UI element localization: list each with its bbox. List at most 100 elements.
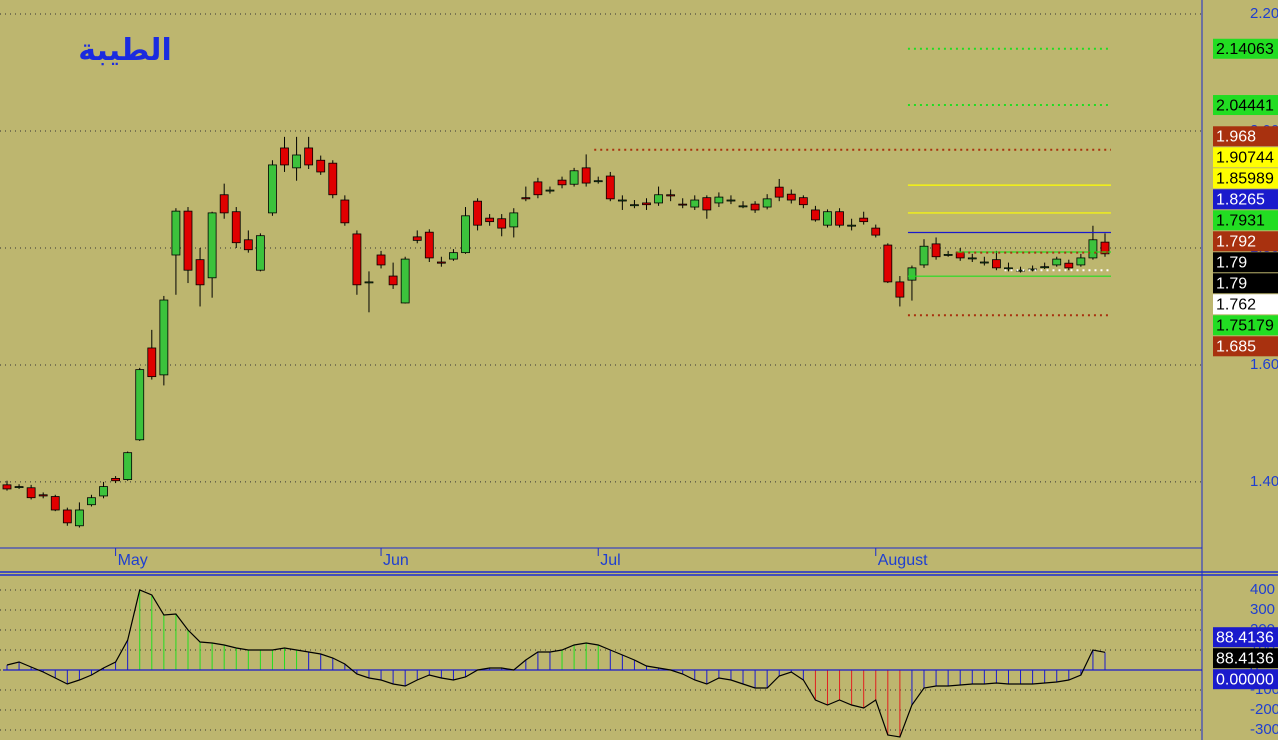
candle-body (147, 347, 157, 378)
candle-body (642, 202, 651, 206)
y-tick-label: 1.40 (1250, 473, 1278, 490)
candle-body (738, 205, 748, 208)
x-tick-label: Jul (600, 552, 620, 569)
candle-body (811, 209, 820, 221)
candle-body (436, 261, 446, 264)
candle-body (1088, 239, 1098, 259)
level-label: 1.685 (1216, 339, 1256, 356)
candle-body (207, 212, 217, 279)
candle-body (74, 509, 84, 527)
candle-body (919, 245, 929, 266)
y-tick-label: 300 (1250, 601, 1275, 618)
candle-body (786, 193, 796, 201)
level-label-box (1213, 95, 1278, 116)
candle-body (533, 181, 543, 196)
candle-body (135, 369, 145, 441)
candle-body (2, 484, 12, 490)
candle-body (461, 215, 470, 254)
candle-body (847, 224, 857, 227)
y-tick-label: 1.60 (1250, 356, 1278, 373)
candle-body (835, 211, 844, 226)
candle-body (62, 509, 72, 524)
level-label: 0.00000 (1216, 671, 1274, 688)
candle-body (304, 147, 314, 166)
candle-body (690, 199, 700, 208)
candle-body (630, 204, 639, 207)
level-label-box (1213, 147, 1278, 168)
candle-body (557, 179, 567, 186)
level-label: 1.8265 (1216, 192, 1265, 209)
candle-body (316, 159, 326, 173)
candle-body (859, 217, 869, 223)
candle-body (38, 494, 48, 497)
level-label: 1.85989 (1216, 171, 1274, 188)
level-label-box (1213, 189, 1278, 210)
candle-body (1076, 257, 1086, 266)
level-label: 1.79 (1216, 276, 1247, 293)
chart-title: الطيبة (78, 34, 171, 67)
level-label-box (1213, 315, 1278, 336)
candle-body (328, 162, 338, 196)
level-label: 1.75179 (1216, 318, 1274, 335)
candle-body (895, 281, 905, 298)
candle-body (605, 175, 615, 200)
candle-body (171, 210, 181, 256)
level-label-box (1213, 126, 1278, 147)
candle-body (545, 189, 555, 192)
level-label: 1.792 (1216, 234, 1256, 251)
level-label-box (1213, 648, 1278, 669)
candle-body (654, 194, 663, 204)
candle-body (871, 227, 881, 236)
candle-body (967, 257, 977, 260)
level-label-box (1213, 210, 1278, 231)
y-tick-label: -300 (1250, 721, 1278, 738)
candle-body (485, 217, 495, 223)
candle-body (1100, 241, 1110, 255)
candle-body (678, 203, 688, 206)
candle-body (992, 259, 1001, 269)
level-label: 1.762 (1216, 297, 1256, 314)
candle-body (714, 196, 724, 204)
level-label: 1.79 (1216, 255, 1247, 272)
candle-body (943, 254, 953, 256)
candle-body (883, 244, 893, 283)
candle-body (400, 258, 410, 304)
candle-body (1040, 266, 1050, 269)
candle-body (497, 218, 507, 229)
level-label: 88.4136 (1216, 629, 1274, 646)
level-label-box (1213, 252, 1278, 273)
candle-body (509, 212, 519, 228)
level-label: 88.4136 (1216, 650, 1274, 667)
candle-body (243, 239, 253, 251)
candle-body (1004, 267, 1013, 270)
level-label: 2.14063 (1216, 41, 1274, 58)
oscillator-line (6, 589, 1106, 738)
candle-body (219, 194, 229, 214)
candle-body (750, 203, 760, 211)
candle-body (762, 198, 772, 208)
candle-body (581, 167, 591, 184)
candle-body (268, 164, 277, 214)
level-label-box (1213, 336, 1278, 357)
candle-body (1052, 258, 1062, 266)
candle-body (702, 197, 712, 211)
y-tick-label: 400 (1250, 581, 1275, 598)
candle-body (340, 199, 350, 224)
level-label-box (1213, 168, 1278, 189)
candle-body (14, 486, 24, 488)
candle-body (1064, 262, 1074, 269)
candle-body (473, 200, 482, 226)
candle-body (666, 194, 676, 197)
candle-body (364, 281, 374, 284)
candle-body (99, 486, 108, 497)
level-label-box (1213, 273, 1278, 294)
y-tick-label: 2.20 (1250, 5, 1278, 22)
candle-body (255, 235, 265, 271)
y-tick-label: -200 (1250, 701, 1278, 718)
candle-body (979, 261, 989, 264)
candle-body (798, 197, 808, 206)
level-label: 1.7931 (1216, 213, 1265, 230)
